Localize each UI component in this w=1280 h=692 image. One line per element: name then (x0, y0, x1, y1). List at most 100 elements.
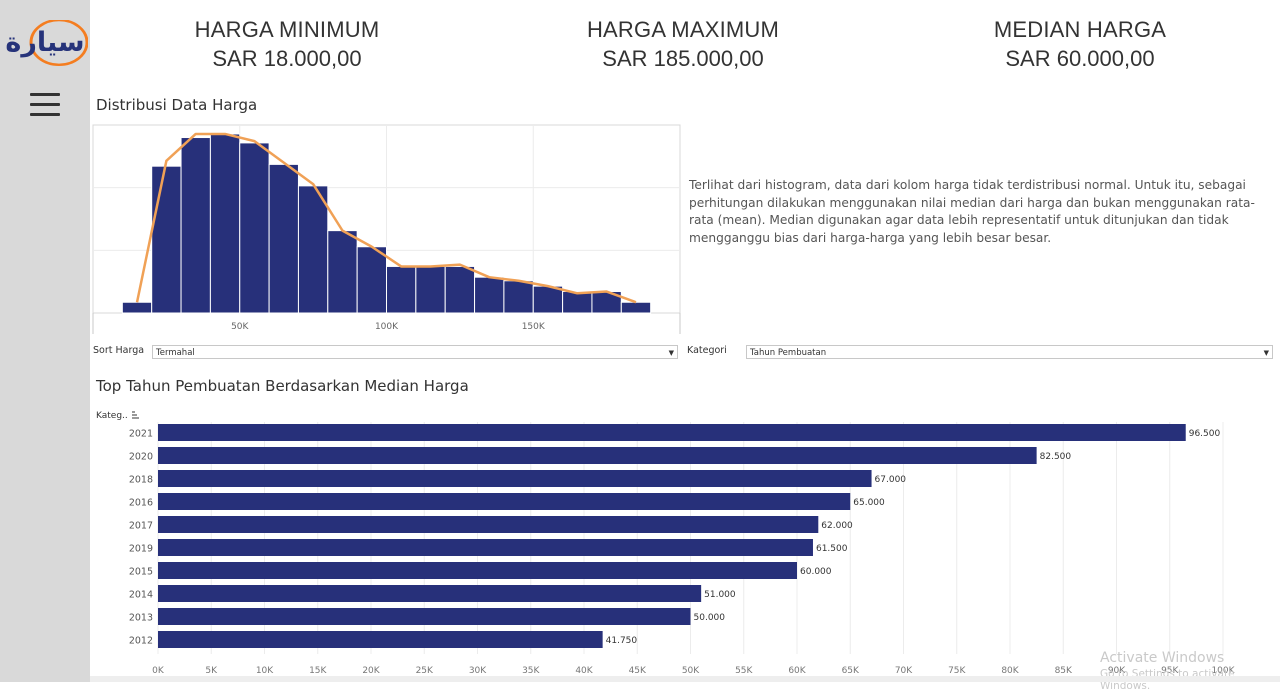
distribution-line (135, 132, 637, 304)
x-tick-label: 75K (948, 666, 966, 674)
bar-value-label: 50.000 (694, 613, 726, 623)
bar-value-label: 65.000 (853, 498, 885, 508)
histogram-bar (620, 301, 652, 314)
x-tick-label: 35K (522, 666, 540, 674)
category-label: 2013 (129, 613, 153, 624)
category-select-value: Tahun Pembuatan (750, 348, 827, 358)
x-tick-label: 20K (362, 666, 380, 674)
x-tick-label: 60K (788, 666, 806, 674)
bar-value-label: 51.000 (704, 590, 736, 600)
histogram-bar (532, 285, 564, 314)
histogram-bar (444, 265, 476, 314)
kpi-max-price: HARGA MAXIMUM SAR 185.000,00 (533, 16, 833, 74)
histogram-chart[interactable]: 50K 100K 150K (90, 122, 685, 340)
sort-label: Sort Harga (93, 345, 145, 356)
x-tick-label: 30K (469, 666, 487, 674)
x-tick-label: 50K (231, 322, 249, 332)
x-tick-label: 55K (735, 666, 753, 674)
histogram-bar (474, 276, 505, 314)
bar-value-label: 60.000 (800, 567, 832, 577)
x-tick-label: 100K (375, 322, 399, 332)
histogram-bar (327, 230, 358, 314)
median-price-bar-chart[interactable]: Kateg.. 0K 5K 10K 15K 20K 25K 30K 35K 40K 45K 50K 55… (90, 402, 1275, 674)
median-bar[interactable] (158, 516, 819, 533)
histogram-note: Terlihat dari histogram, data dari kolom… (689, 178, 1255, 245)
bottom-divider (90, 676, 1280, 682)
category-label: 2018 (129, 475, 153, 486)
histogram-bar (268, 163, 299, 314)
bar-chart-title: Top Tahun Pembuatan Berdasarkan Median H… (96, 377, 469, 395)
x-tick-label: 50K (682, 666, 700, 674)
watermark-line1: Activate Windows (1100, 650, 1225, 666)
median-bar[interactable] (158, 631, 603, 648)
x-tick-label: 25K (416, 666, 434, 674)
median-bar[interactable] (158, 585, 702, 602)
median-bar[interactable] (158, 493, 851, 510)
bar-value-label: 96.500 (1189, 429, 1221, 439)
category-label: 2016 (129, 498, 153, 509)
logo-text: سيارة (5, 27, 84, 58)
kpi-min-price: HARGA MINIMUM SAR 18.000,00 (137, 16, 437, 74)
axis-header: Kateg.. (96, 411, 128, 421)
histogram-title: Distribusi Data Harga (96, 96, 258, 114)
category-label: Kategori (687, 345, 727, 356)
menu-icon[interactable] (30, 93, 60, 117)
category-label: 2015 (129, 567, 153, 578)
x-tick-label: 45K (629, 666, 647, 674)
x-tick-label: 65K (842, 666, 860, 674)
x-tick-label: 0K (152, 666, 165, 674)
bar-value-label: 82.500 (1040, 452, 1072, 462)
x-tick-label: 40K (575, 666, 593, 674)
sort-select[interactable]: Termahal ▼ (152, 345, 678, 359)
histogram-bar (180, 137, 211, 314)
x-tick-label: 85K (1055, 666, 1073, 674)
median-bar[interactable] (158, 608, 691, 625)
kpi-max-value: SAR 185.000,00 (602, 46, 764, 71)
x-tick-label: 10K (256, 666, 274, 674)
kpi-median-title: MEDIAN HARGA (993, 17, 1167, 42)
x-tick-label: 100K (1211, 666, 1235, 674)
chevron-down-icon[interactable]: ▼ (1263, 349, 1269, 357)
histogram-bar (503, 280, 534, 314)
x-tick-label: 150K (522, 322, 546, 332)
median-bar[interactable] (158, 562, 797, 579)
kpi-median-value: SAR 60.000,00 (1005, 46, 1155, 71)
histogram-bar (415, 265, 446, 314)
category-label: 2020 (129, 452, 153, 463)
histogram-bar (239, 142, 270, 314)
x-tick-label: 5K (205, 666, 218, 674)
kpi-min-value: SAR 18.000,00 (212, 46, 362, 71)
chevron-down-icon[interactable]: ▼ (668, 349, 674, 357)
median-bar[interactable] (158, 424, 1186, 441)
bar-value-label: 61.500 (816, 544, 848, 554)
app-logo[interactable]: سيارة (2, 20, 88, 66)
sort-icon[interactable] (132, 411, 139, 419)
histogram-bar (297, 185, 329, 314)
kpi-min-title: HARGA MINIMUM (194, 17, 380, 42)
histogram-bar (151, 165, 182, 314)
median-bar[interactable] (158, 447, 1037, 464)
sidebar: سيارة (0, 0, 90, 682)
kpi-median-price: MEDIAN HARGA SAR 60.000,00 (930, 16, 1230, 74)
x-tick-label: 95K (1161, 666, 1179, 674)
category-label: 2021 (129, 429, 153, 440)
median-bar[interactable] (158, 539, 813, 556)
kpi-max-title: HARGA MAXIMUM (586, 17, 780, 42)
histogram-bar (209, 133, 241, 314)
bar-value-label: 67.000 (875, 475, 907, 485)
histogram-bar (562, 291, 593, 314)
category-select[interactable]: Tahun Pembuatan ▼ (746, 345, 1273, 359)
median-bar[interactable] (158, 470, 872, 487)
histogram-bar (121, 301, 153, 314)
category-label: 2014 (129, 590, 153, 601)
bar-value-label: 62.000 (821, 521, 853, 531)
x-tick-label: 80K (1001, 666, 1019, 674)
histogram-bar (356, 246, 387, 314)
histogram-bar (386, 265, 417, 314)
bar-value-label: 41.750 (606, 636, 638, 646)
x-tick-label: 90K (1108, 666, 1126, 674)
activation-watermark: Activate Windows Go to Settings to activ… (1100, 650, 1280, 692)
category-label: 2019 (129, 544, 153, 555)
x-tick-label: 15K (309, 666, 327, 674)
sort-select-value: Termahal (156, 348, 195, 358)
